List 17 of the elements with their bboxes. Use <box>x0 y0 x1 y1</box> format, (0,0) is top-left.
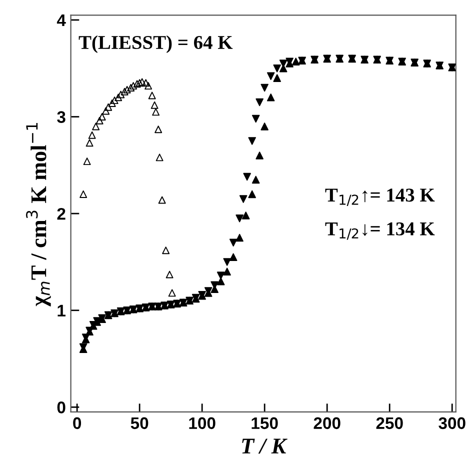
x-tick-label: 200 <box>314 417 340 430</box>
annotation: T$_{1/2}$↑= 143 K <box>325 188 435 206</box>
y-tick-label: 0 <box>57 402 66 414</box>
annotation: T(LIESST) = 64 K <box>78 35 233 54</box>
x-axis-title: T / K <box>242 438 288 454</box>
x-tick-label: 300 <box>438 417 466 430</box>
x-tick-label: 0 <box>73 417 82 430</box>
y-tick-label: 1 <box>58 304 66 316</box>
annotation: T$_{1/2}$↓= 134 K <box>325 222 435 240</box>
y-tick-label: 3 <box>57 111 66 123</box>
y-tick-label: 2 <box>57 208 66 220</box>
x-tick-label: 150 <box>252 417 278 430</box>
y-axis-title: χ$_{m}$T / cm$^{3}$ K mol$^{−1}$ <box>26 123 51 306</box>
x-tick-label: 50 <box>130 417 148 430</box>
x-tick-label: 100 <box>189 417 216 430</box>
y-tick-label: 4 <box>56 14 66 26</box>
x-tick-label: 250 <box>376 417 403 430</box>
